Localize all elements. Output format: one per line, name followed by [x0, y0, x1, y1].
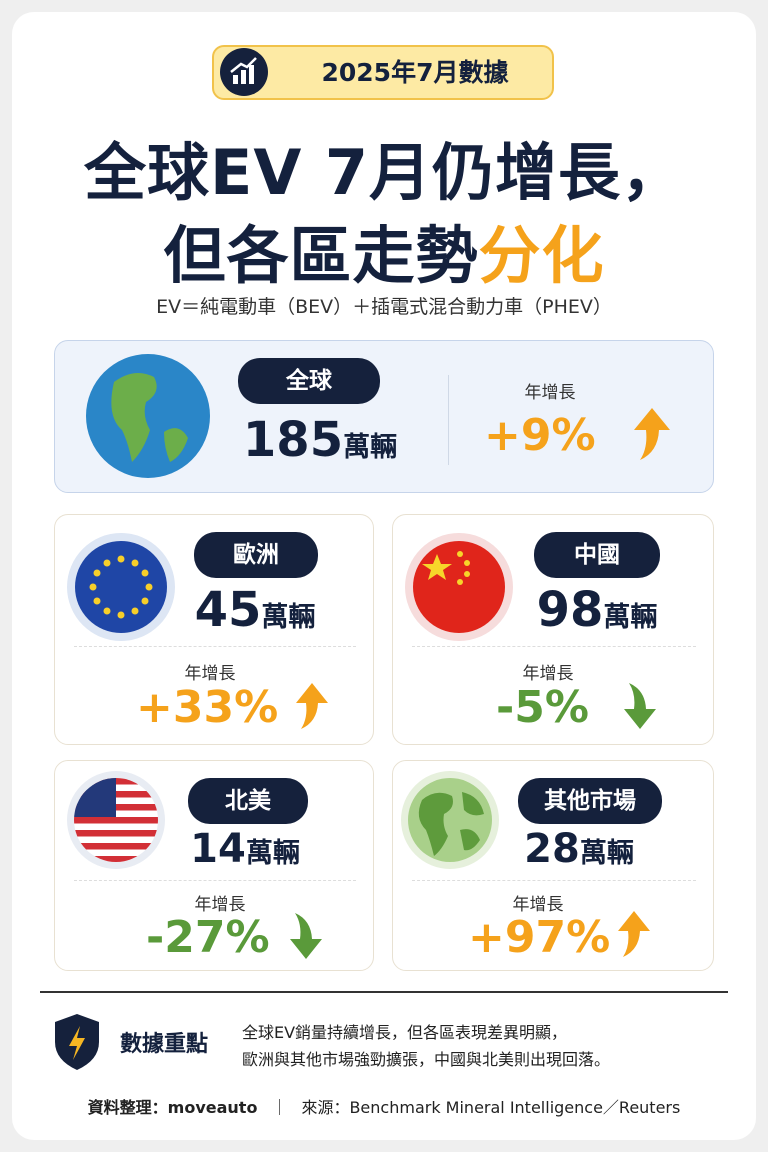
growth-value: +33%	[136, 682, 279, 733]
region-label: 其他市場	[518, 778, 662, 824]
footer-separator: ｜	[271, 1098, 288, 1117]
volume-number: 45	[194, 582, 262, 638]
growth-label: 年增長	[194, 895, 246, 915]
region-volume: 28萬輛	[494, 826, 664, 872]
volume-number: 185	[242, 412, 344, 468]
up-arrow	[634, 408, 670, 460]
globe-icon	[86, 354, 210, 478]
growth-value: -5%	[496, 682, 589, 733]
chart-icon	[220, 48, 268, 96]
divider	[412, 646, 696, 647]
badge-text: 2025年7月數據	[321, 58, 509, 87]
divider	[74, 880, 356, 881]
eu-flag	[67, 533, 175, 641]
global-label: 全球	[238, 358, 380, 404]
summary-line: 全球EV銷量持續增長，但各區表現差異明顯，	[242, 1023, 568, 1042]
volume-unit: 萬輛	[261, 602, 316, 633]
divider	[74, 646, 356, 647]
volume-unit: 萬輛	[343, 432, 398, 463]
title-main: 但各區走勢	[163, 219, 479, 292]
title-highlight: 分化	[478, 219, 605, 292]
region-volume: 98萬輛	[512, 582, 682, 638]
down-arrow	[290, 913, 322, 959]
volume-number: 98	[536, 582, 604, 638]
growth-label: 年增長	[522, 664, 574, 684]
summary-line: 歐洲與其他市場強勁擴張，中國與北美則出現回落。	[242, 1050, 611, 1069]
growth-value: +97%	[468, 912, 611, 963]
region-volume: 45萬輛	[170, 582, 340, 638]
china-flag	[405, 533, 513, 641]
region-label: 歐洲	[194, 532, 318, 578]
credit: 資料整理：moveauto	[87, 1098, 258, 1117]
down-arrow	[624, 683, 656, 729]
growth-label: 年增長	[524, 383, 576, 403]
volume-number: 28	[524, 826, 580, 872]
volume-unit: 萬輛	[579, 838, 634, 869]
growth-label: 年增長	[184, 664, 236, 684]
summary-heading: 數據重點	[120, 1032, 209, 1057]
divider	[412, 880, 696, 881]
separator	[40, 991, 728, 993]
region-label: 北美	[188, 778, 308, 824]
title-line1: 全球EV 7月仍增長，	[83, 136, 685, 209]
growth-value: +9%	[484, 410, 596, 461]
region-volume: 14萬輛	[160, 826, 330, 872]
shield-icon	[55, 1014, 99, 1070]
divider	[448, 375, 449, 465]
title-line2: 但各區走勢分化	[0, 205, 768, 295]
region-label: 中國	[534, 532, 660, 578]
up-arrow	[618, 911, 650, 957]
volume-unit: 萬輛	[245, 838, 300, 869]
badge	[212, 45, 554, 100]
us-flag	[67, 771, 165, 869]
source: 來源：Benchmark Mineral Intelligence／Reuter…	[301, 1098, 681, 1117]
volume-unit: 萬輛	[603, 602, 658, 633]
growth-label: 年增長	[512, 895, 564, 915]
footer: 資料整理：moveauto ｜ 來源：Benchmark Mineral Intel…	[0, 1094, 768, 1118]
growth-value: -27%	[146, 912, 270, 963]
volume-number: 14	[190, 826, 246, 872]
up-arrow	[296, 683, 328, 729]
subtitle: EV＝純電動車（BEV）＋插電式混合動力車（PHEV）	[156, 296, 612, 318]
global-volume: 185萬輛	[220, 412, 420, 468]
green-globe	[401, 771, 499, 869]
